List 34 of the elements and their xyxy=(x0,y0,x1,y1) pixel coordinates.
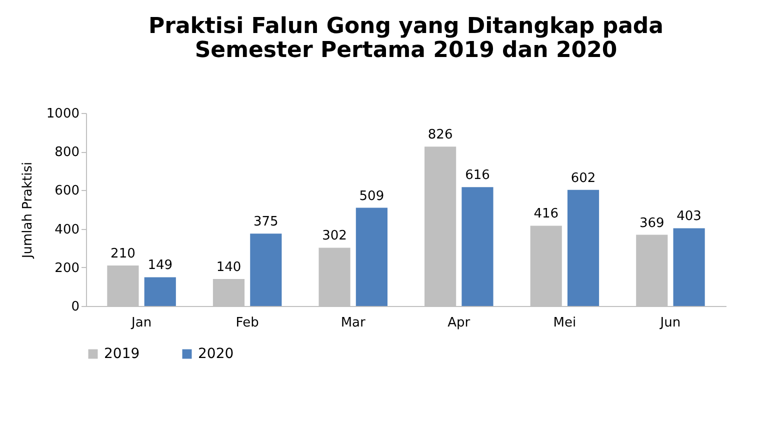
data-label: 616 xyxy=(465,168,490,184)
legend-label: 2020 xyxy=(198,346,234,362)
y-tick-label: 0 xyxy=(71,300,80,314)
bar xyxy=(567,190,600,306)
data-label: 210 xyxy=(110,246,136,262)
chart-title: Praktisi Falun Gong yang Ditangkap pada Semester Pertama 2019 dan 2020 xyxy=(148,14,664,63)
y-axis-title: Jumlah Praktisi xyxy=(20,162,36,260)
bar xyxy=(462,187,494,306)
data-label: 149 xyxy=(148,258,173,274)
data-label: 140 xyxy=(216,260,242,275)
x-tick-label: Jun xyxy=(659,316,681,330)
data-label: 602 xyxy=(570,170,596,186)
bar xyxy=(144,277,176,306)
legend-label: 2019 xyxy=(104,346,140,362)
y-tick-label: 200 xyxy=(54,260,80,276)
x-tick-label: Jan xyxy=(130,316,152,330)
x-tick-label: Mei xyxy=(553,316,576,330)
x-tick-label: Apr xyxy=(448,316,471,330)
data-label: 509 xyxy=(359,188,384,204)
y-tick-label: 600 xyxy=(54,184,80,199)
data-label: 375 xyxy=(253,214,278,230)
x-tick-label: Feb xyxy=(236,316,259,330)
bar xyxy=(356,208,388,306)
data-label: 369 xyxy=(639,216,664,231)
bar xyxy=(250,234,282,306)
data-label: 403 xyxy=(676,209,702,224)
x-tick-label: Mar xyxy=(340,316,366,330)
data-label: 826 xyxy=(428,128,453,143)
y-tick-label: 400 xyxy=(54,222,80,238)
y-tick-label: 800 xyxy=(54,145,80,160)
bar xyxy=(673,228,705,306)
y-tick-label: 1000 xyxy=(46,106,80,122)
data-label: 302 xyxy=(322,228,347,244)
data-label: 416 xyxy=(534,206,559,222)
